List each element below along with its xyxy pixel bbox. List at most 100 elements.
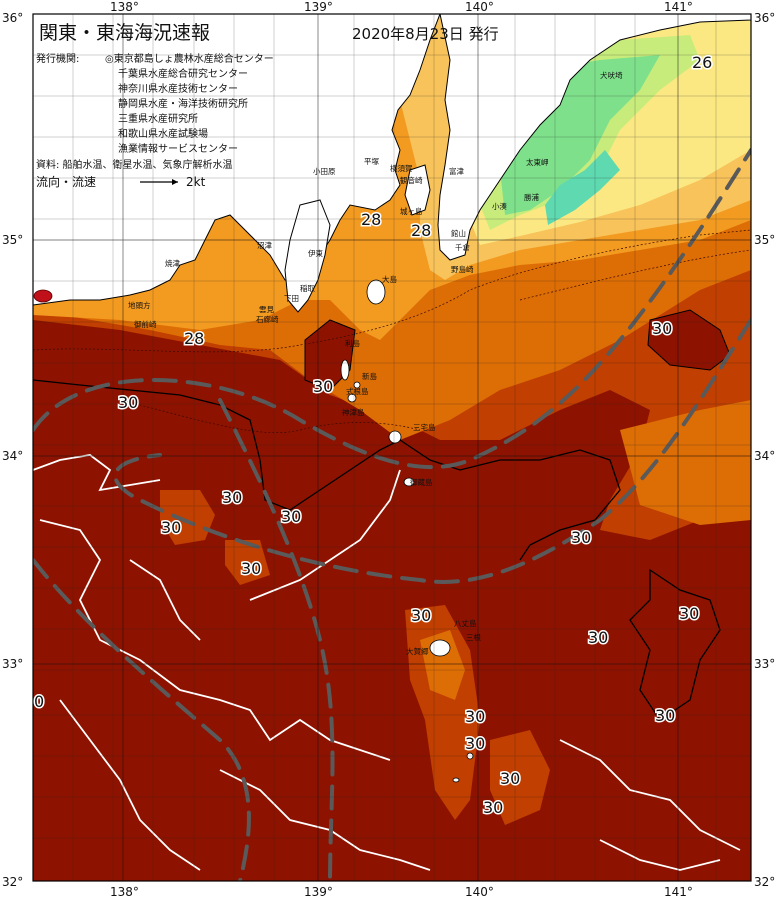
lat-tick-right: 33°	[754, 657, 775, 671]
temp-label: 30	[411, 606, 431, 625]
sea-29-patch	[225, 540, 270, 585]
temp-label: 30	[483, 798, 503, 817]
temp-label: 28	[361, 210, 381, 229]
temp-label: 0	[34, 692, 44, 711]
issuer-agency: 神奈川県水産技術センター	[118, 82, 238, 95]
sea-30-patch-east	[647, 309, 731, 371]
contour-30	[629, 568, 721, 721]
map-frame	[32, 13, 752, 882]
place-label: 稲取	[300, 283, 315, 293]
place-label: 太東岬	[526, 157, 549, 167]
place-label: 小湊	[492, 201, 507, 211]
issuer-agency: 漁業情報サービスセンター	[118, 142, 238, 155]
sea-25-corner	[690, 14, 751, 95]
lon-tick-bottom: 139°	[304, 885, 333, 899]
place-label: 館山	[451, 228, 466, 238]
latitude-labels: 36° 35° 34° 33° 32° 36° 35° 34° 33° 32°	[2, 11, 775, 889]
lat-tick-right: 34°	[754, 449, 775, 463]
issuer-agency: ◎東京都島しょ農林水産総合センター	[105, 52, 274, 65]
temp-label: 30	[588, 628, 608, 647]
land-boso	[437, 14, 751, 261]
place-label: 勝浦	[524, 192, 539, 202]
place-label: 三宅島	[413, 422, 436, 432]
place-label: 八丈島	[454, 618, 477, 628]
place-label: 城ヶ島	[400, 206, 423, 216]
issuer-block: 発行機関: ◎東京都島しょ農林水産総合センター 千葉県水産総合研究センター 神奈…	[36, 52, 274, 171]
place-label: 雲見	[259, 305, 274, 314]
lat-tick-left: 36°	[2, 11, 23, 25]
temp-label: 30	[500, 769, 520, 788]
place-label: 大賀郷	[406, 646, 429, 656]
graticule	[33, 14, 751, 881]
temp-label: 30	[241, 559, 261, 578]
lat-tick-right: 36°	[754, 11, 775, 25]
lon-tick-bottom: 140°	[465, 885, 494, 899]
lon-tick-top: 141°	[664, 0, 693, 14]
issuer-label: 発行機関:	[36, 52, 79, 65]
place-label: 三根	[466, 632, 481, 642]
land-miura	[404, 164, 431, 216]
place-names: 犬吠埼 太東岬 勝浦 小湊 館山 千倉 野島崎 富津 観音崎 城ヶ島 横須賀 平…	[128, 70, 623, 656]
temp-label: 30	[161, 518, 181, 537]
place-label: 神津島	[342, 407, 365, 417]
temp-label: 30	[222, 488, 242, 507]
minor-isotherms	[33, 229, 751, 433]
place-label: 富津	[449, 166, 464, 176]
place-label: 御蔵島	[410, 477, 433, 487]
temp-label: 30	[679, 604, 699, 623]
place-label: 横須賀	[390, 163, 413, 173]
lon-tick-bottom: 138°	[110, 885, 139, 899]
place-label: 御前崎	[134, 319, 157, 329]
issue-date: 2020年8月23日 発行	[352, 25, 499, 43]
longitude-labels: 138° 139° 140° 141° 138° 139° 140° 141°	[110, 0, 693, 899]
flow-legend-label: 流向・流速	[36, 174, 96, 189]
flow-arrowhead-icon	[172, 179, 178, 185]
place-label: 沼津	[257, 241, 272, 250]
issuer-agency: 三重県水産研究所	[118, 112, 198, 125]
temp-label: 28	[411, 221, 431, 240]
lon-tick-top: 140°	[465, 0, 494, 14]
temp-label: 30	[655, 706, 675, 725]
land-izu	[284, 199, 331, 313]
lat-tick-right: 35°	[754, 233, 775, 247]
issuer-agency: 千葉県水産総合研究センター	[118, 67, 248, 80]
issuer-agency: 静岡県水産・海洋技術研究所	[118, 97, 248, 110]
place-label: 焼津	[165, 259, 180, 268]
sea-29-patch	[490, 730, 550, 825]
lat-tick-left: 34°	[2, 449, 23, 463]
temp-label: 30	[118, 393, 138, 412]
flow-legend: 流向・流速 2kt	[36, 174, 206, 189]
place-label: 小田原	[313, 167, 336, 176]
sea-29-patch	[160, 490, 215, 545]
place-label: 平塚	[364, 157, 379, 166]
place-label: 伊東	[308, 248, 323, 258]
issuer-agency: 和歌山県水産試験場	[118, 127, 208, 140]
temp-label: 28	[184, 329, 204, 348]
place-label: 下田	[284, 294, 299, 303]
sea-22-zone	[545, 150, 620, 225]
temp-label: 30	[571, 528, 591, 547]
lat-tick-left: 35°	[2, 233, 23, 247]
major-graticule	[33, 14, 751, 881]
flow-legend-value: 2kt	[186, 175, 206, 189]
place-label: 利島	[345, 338, 360, 348]
temp-label: 30	[465, 707, 485, 726]
place-label: 大島	[382, 274, 397, 284]
place-label: 新島	[362, 371, 377, 381]
lat-tick-left: 33°	[2, 657, 23, 671]
place-label: 犬吠埼	[600, 70, 623, 80]
temp-label: 30	[313, 377, 333, 396]
temp-label: 26	[692, 53, 712, 72]
temp-label: 30	[465, 734, 485, 753]
place-label: 地頭方	[128, 300, 151, 310]
lon-tick-top: 138°	[110, 0, 139, 14]
place-label: 野島崎	[451, 264, 474, 274]
temperature-labels: 26 28 28 28 30 30 30 30 30 30 30 30 30 3…	[33, 52, 714, 819]
place-label: 式根島	[346, 386, 369, 396]
data-source: 資料: 船舶水温、衛星水温、気象庁解析水温	[36, 158, 233, 171]
map-title: 関東・東海海況速報	[39, 22, 210, 44]
lat-tick-left: 32°	[2, 875, 23, 889]
temp-label: 30	[652, 319, 672, 338]
temp-label: 30	[281, 507, 301, 526]
